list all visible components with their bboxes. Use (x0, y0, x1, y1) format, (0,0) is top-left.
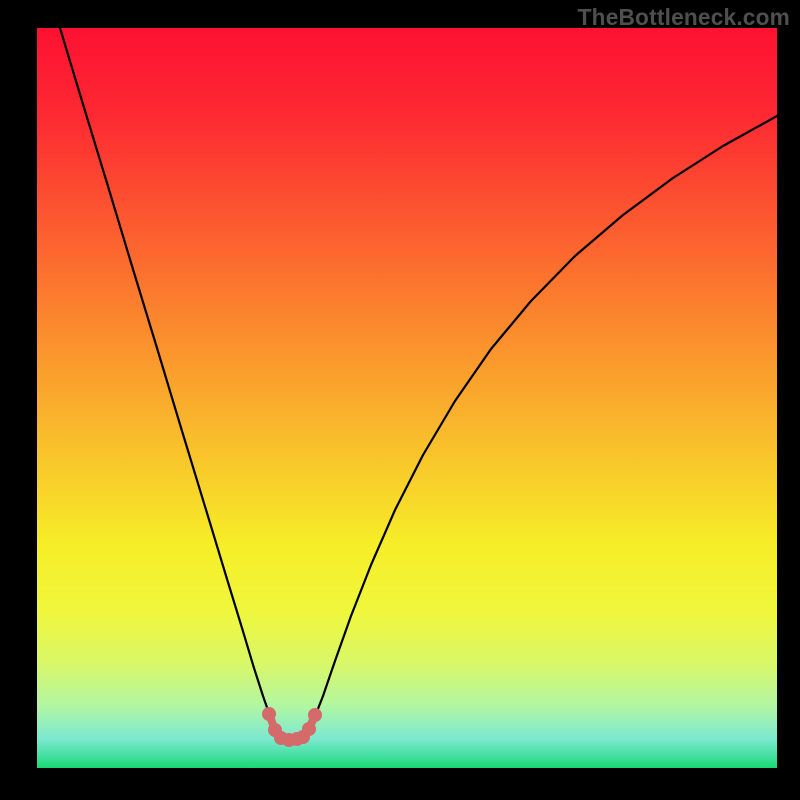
plot-area (37, 28, 777, 768)
marker-dot (303, 723, 316, 736)
marker-dot (309, 709, 322, 722)
marker-dot (263, 708, 276, 721)
stage: TheBottleneck.com (0, 0, 800, 800)
marker-group (263, 708, 322, 747)
curve-path (60, 28, 777, 739)
bottleneck-curve (37, 28, 777, 768)
attribution-text: TheBottleneck.com (578, 4, 790, 31)
